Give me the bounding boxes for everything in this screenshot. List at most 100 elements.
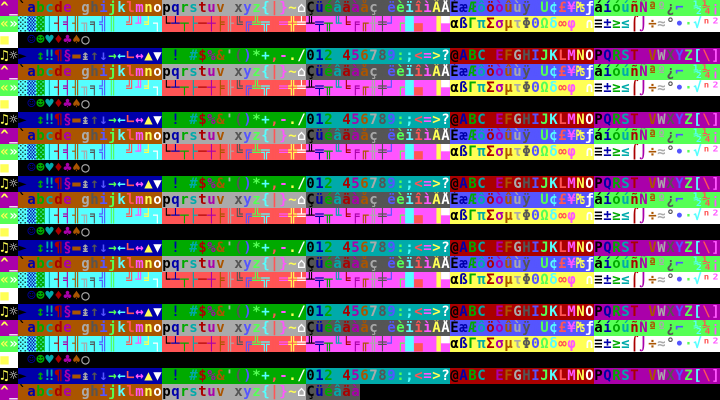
- char-cell: G: [513, 112, 522, 128]
- char-cell: ▐: [432, 80, 441, 96]
- char-cell: L: [558, 304, 567, 320]
- char-cell: ê: [378, 256, 387, 272]
- char-cell: R: [612, 176, 621, 192]
- char-cell: h: [90, 128, 99, 144]
- char-cell: →: [108, 176, 117, 192]
- char-cell: █: [405, 208, 414, 224]
- char-cell: ○: [81, 224, 90, 240]
- char-cell: T: [630, 304, 639, 320]
- char-cell: α: [450, 272, 459, 288]
- char-cell: ∞: [558, 336, 567, 352]
- char-cell: v: [216, 320, 225, 336]
- char-cell: $: [198, 304, 207, 320]
- char-cell: =: [423, 304, 432, 320]
- char-cell: ⌡: [639, 208, 648, 224]
- char-cell: ▌: [423, 144, 432, 160]
- char-cell: Y: [675, 176, 684, 192]
- char-cell: [18, 288, 27, 304]
- char-cell: ª: [648, 256, 657, 272]
- char-cell: º: [657, 0, 666, 16]
- char-cell: ï: [405, 64, 414, 80]
- char-cell: ╫: [369, 336, 378, 352]
- char-cell: ): [243, 240, 252, 256]
- char-cell: j: [108, 192, 117, 208]
- char-cell: ƒ: [585, 320, 594, 336]
- char-cell: ■: [0, 32, 9, 48]
- char-cell: └: [162, 272, 171, 288]
- char-cell: q: [171, 192, 180, 208]
- char-cell: z: [252, 320, 261, 336]
- char-cell: N: [576, 112, 585, 128]
- char-cell: ↓: [99, 368, 108, 384]
- char-cell: [: [693, 240, 702, 256]
- char-cell: ,: [270, 304, 279, 320]
- char-cell: X: [666, 112, 675, 128]
- char-cell: Θ: [531, 208, 540, 224]
- char-cell: ┘: [387, 336, 396, 352]
- char-cell: ì: [423, 256, 432, 272]
- char-cell: ▓: [36, 144, 45, 160]
- char-cell: z: [252, 64, 261, 80]
- char-cell: $: [198, 176, 207, 192]
- char-cell: ▀: [441, 208, 450, 224]
- char-cell: Ω: [540, 16, 549, 32]
- char-cell: ö: [486, 256, 495, 272]
- char-cell: ╗: [117, 336, 126, 352]
- char-cell: U: [639, 368, 648, 384]
- char-cell: ¢: [549, 320, 558, 336]
- char-cell: ╘: [342, 144, 351, 160]
- char-cell: φ: [567, 144, 576, 160]
- char-cell: ☺: [27, 224, 36, 240]
- char-cell: é: [324, 128, 333, 144]
- char-cell: D: [486, 304, 495, 320]
- char-cell: ☻: [36, 32, 45, 48]
- char-cell: b: [36, 192, 45, 208]
- char-cell: ╚: [234, 272, 243, 288]
- char-cell: ─: [198, 144, 207, 160]
- char-cell: §: [63, 112, 72, 128]
- char-cell: K: [549, 176, 558, 192]
- char-cell: ß: [459, 144, 468, 160]
- char-cell: [: [693, 368, 702, 384]
- char-cell: ├: [189, 16, 198, 32]
- char-cell: ▐: [432, 16, 441, 32]
- char-cell: t: [198, 256, 207, 272]
- char-cell: ‼: [45, 304, 54, 320]
- char-cell: 6: [360, 48, 369, 64]
- char-cell: [18, 32, 27, 48]
- char-cell: ┬: [180, 144, 189, 160]
- char-cell: j: [108, 0, 117, 16]
- char-cell: g: [81, 64, 90, 80]
- char-cell: /: [297, 176, 306, 192]
- char-cell: Q: [603, 240, 612, 256]
- char-cell: B: [468, 368, 477, 384]
- char-cell: A: [459, 240, 468, 256]
- char-cell: ó: [612, 128, 621, 144]
- char-cell: û: [504, 0, 513, 16]
- char-cell: σ: [495, 272, 504, 288]
- char-cell: ┘: [387, 272, 396, 288]
- char-cell: z: [252, 384, 261, 400]
- char-cell: ¿: [666, 0, 675, 16]
- char-cell: è: [396, 320, 405, 336]
- char-cell: »: [9, 144, 18, 160]
- char-cell: Ñ: [639, 256, 648, 272]
- char-cell: ↓: [99, 240, 108, 256]
- char-cell: ü: [315, 64, 324, 80]
- char-cell: @: [450, 48, 459, 64]
- char-cell: ╫: [369, 80, 378, 96]
- char-cell: [9, 288, 18, 304]
- char-cell: ⌠: [630, 80, 639, 96]
- char-cell: ò: [495, 256, 504, 272]
- char-cell: {: [261, 320, 270, 336]
- char-cell: O: [585, 240, 594, 256]
- screen-row: ♫☼►◄↕‼¶§▬↨↑↓→←∟↔▲▼ !"#$%&'()*+,-./012345…: [0, 368, 720, 384]
- char-cell: ║: [108, 272, 117, 288]
- char-cell: ♦: [54, 288, 63, 304]
- char-cell: ö: [486, 64, 495, 80]
- char-cell: M: [567, 304, 576, 320]
- char-cell: à: [351, 320, 360, 336]
- char-cell: 1: [315, 112, 324, 128]
- char-cell: ╢: [72, 144, 81, 160]
- char-cell: ‼: [45, 176, 54, 192]
